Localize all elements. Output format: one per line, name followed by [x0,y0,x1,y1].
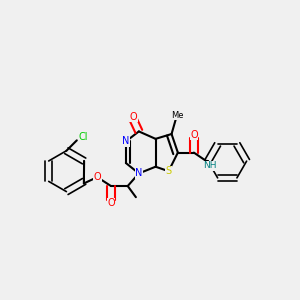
Text: S: S [166,166,172,176]
Text: Cl: Cl [79,132,88,142]
Text: O: O [130,112,137,122]
Text: N: N [122,136,130,146]
Text: N: N [135,168,142,178]
Text: Me: Me [172,111,184,120]
Text: O: O [93,172,101,182]
Text: NH: NH [203,161,216,170]
Text: O: O [107,198,115,208]
Text: O: O [190,130,198,140]
